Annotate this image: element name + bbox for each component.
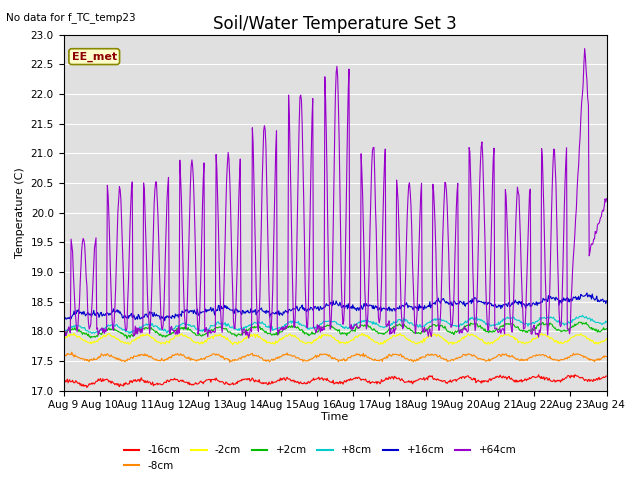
X-axis label: Time: Time <box>321 412 349 422</box>
Text: No data for f_TC_temp23: No data for f_TC_temp23 <box>6 12 136 23</box>
Text: EE_met: EE_met <box>72 51 116 62</box>
Y-axis label: Temperature (C): Temperature (C) <box>15 167 25 258</box>
Title: Soil/Water Temperature Set 3: Soil/Water Temperature Set 3 <box>213 15 457 33</box>
Legend: -16cm, -8cm, -2cm, +2cm, +8cm, +16cm, +64cm: -16cm, -8cm, -2cm, +2cm, +8cm, +16cm, +6… <box>120 441 520 475</box>
